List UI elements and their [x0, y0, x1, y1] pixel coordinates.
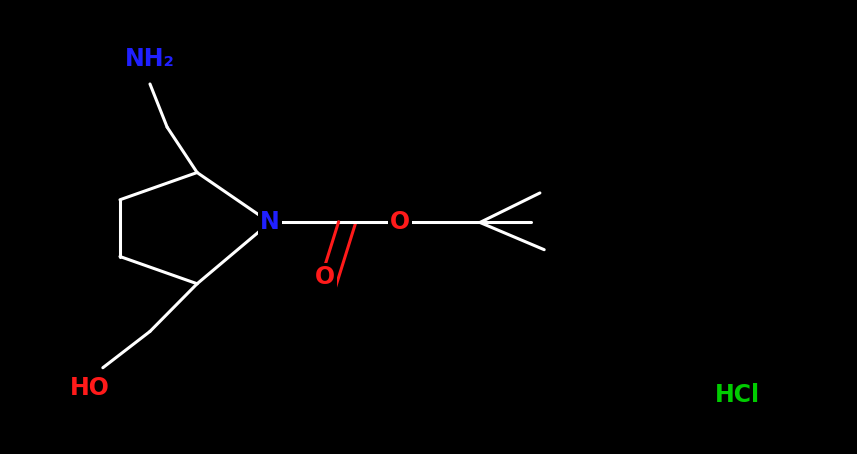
Text: NH₂: NH₂	[125, 47, 175, 71]
Text: O: O	[390, 211, 411, 234]
Text: O: O	[315, 265, 335, 289]
Text: N: N	[260, 211, 280, 234]
Text: HCl: HCl	[715, 383, 759, 407]
Text: HO: HO	[70, 376, 110, 400]
